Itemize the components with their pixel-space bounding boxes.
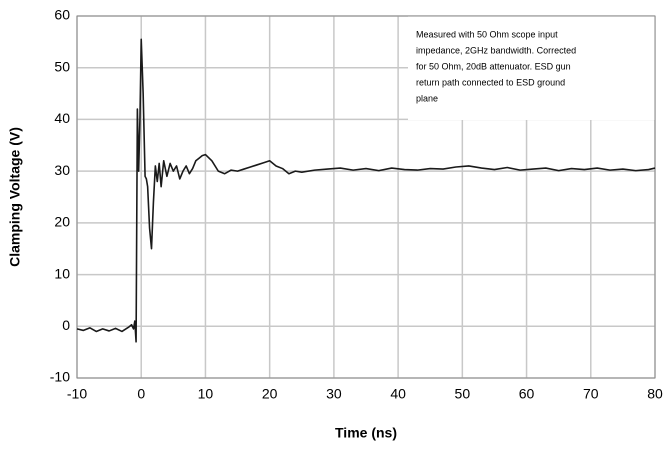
x-tick-label: 60 (519, 386, 535, 402)
y-tick-label: -10 (50, 369, 70, 385)
y-tick-label: 30 (54, 162, 70, 178)
y-tick-label: 40 (54, 110, 70, 126)
annotation-box (408, 16, 655, 120)
x-tick-label: -10 (67, 386, 87, 402)
x-tick-label: 80 (647, 386, 663, 402)
x-tick-label: 10 (198, 386, 214, 402)
annotation: return path connected to ESD ground (416, 77, 565, 87)
y-tick-label: 20 (54, 214, 70, 230)
annotation: Measured with 50 Ohm scope input (416, 29, 558, 39)
x-tick-label: 70 (583, 386, 599, 402)
annotation: for 50 Ohm, 20dB attenuator. ESD gun (416, 61, 571, 71)
annotation: plane (416, 93, 438, 103)
x-tick-label: 0 (137, 386, 145, 402)
x-tick-label: 40 (390, 386, 406, 402)
x-tick-label: 20 (262, 386, 278, 402)
y-axis-label: Clamping Voltage (V) (7, 127, 23, 267)
y-tick-label: 60 (54, 7, 70, 23)
x-axis-label: Time (ns) (335, 425, 397, 441)
data-line (76, 38, 656, 343)
y-tick-label: 10 (54, 265, 70, 281)
annotation: impedance, 2GHz bandwidth. Corrected (416, 45, 576, 55)
plot-frame (76, 15, 656, 379)
x-tick-label: 50 (455, 386, 471, 402)
y-tick-label: 50 (54, 58, 70, 74)
y-tick-label: 0 (62, 317, 70, 333)
x-tick-label: 30 (326, 386, 342, 402)
